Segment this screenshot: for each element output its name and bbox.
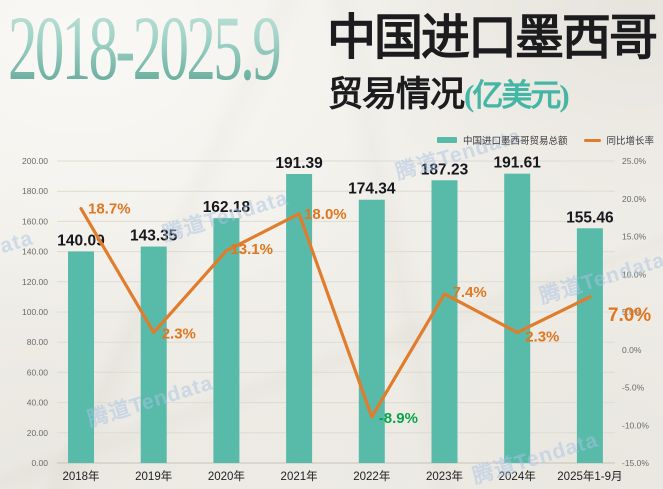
left-axis-tick-label: 80.00 — [27, 337, 49, 347]
bar-value-label: 162.18 — [203, 199, 251, 216]
right-axis-tick-label: 0.0% — [622, 345, 642, 355]
right-axis-tick-label: 10.0% — [622, 269, 647, 279]
bar — [140, 246, 167, 463]
x-axis-label: 2019年 — [135, 469, 172, 483]
bar — [286, 174, 313, 463]
legend-bar-label: 中国进口墨西哥贸易总额 — [463, 136, 568, 147]
x-axis-label: 2021年 — [281, 469, 318, 483]
x-axis-label: 2018年 — [62, 469, 99, 483]
bar-value-label: 143.35 — [130, 228, 178, 245]
right-axis-tick-label: 20.0% — [622, 194, 647, 204]
title-year-range: 2018-2025.9 — [8, 0, 282, 99]
legend-line-label: 同比增长率 — [606, 136, 655, 147]
growth-point-label: -8.9% — [379, 410, 418, 427]
bar-value-label: 187.23 — [421, 161, 469, 178]
growth-point-label: 18.7% — [88, 201, 131, 218]
growth-point-label: 2.3% — [525, 328, 559, 345]
right-axis-tick-label: 15.0% — [622, 232, 647, 242]
growth-point-label: 2.3% — [162, 325, 196, 342]
bar-value-label: 140.09 — [57, 232, 105, 249]
growth-point-label: 7.0% — [608, 305, 651, 326]
right-axis-tick-label: -10.0% — [622, 420, 649, 430]
bar — [68, 251, 94, 463]
left-axis-tick-label: 40.00 — [27, 398, 49, 408]
right-axis-tick-label: -15.0% — [622, 458, 649, 468]
bar — [358, 199, 385, 464]
growth-line — [79, 207, 592, 419]
x-axis-label: 2025年1-9月 — [557, 469, 622, 483]
bar — [504, 173, 531, 464]
bar-value-label: 155.46 — [566, 209, 614, 226]
x-axis-label: 2024年 — [499, 469, 536, 483]
title-sub-row: 贸易情况(亿美元) — [328, 75, 570, 121]
x-axis-label: 2020年 — [208, 469, 245, 483]
x-axis-label: 2023年 — [426, 469, 463, 483]
left-axis-tick-label: 0.00 — [31, 458, 48, 468]
left-axis-tick-label: 200.00 — [22, 156, 48, 166]
bar — [431, 180, 458, 463]
left-axis-tick-label: 60.00 — [27, 367, 49, 377]
growth-point-label: 18.0% — [304, 206, 347, 223]
title-main: 中国进口墨西哥 — [327, 10, 658, 65]
bar — [576, 228, 603, 463]
right-axis-tick-label: 25.0% — [622, 156, 647, 166]
left-axis-tick-label: 120.00 — [22, 277, 48, 287]
bar-value-label: 191.39 — [275, 155, 323, 172]
title-sub: 贸易情况 — [328, 75, 465, 114]
left-axis-tick-label: 20.00 — [27, 428, 49, 438]
x-axis-label: 2022年 — [353, 469, 390, 483]
title-unit: (亿美元) — [464, 78, 570, 113]
legend: 中国进口墨西哥贸易总额 同比增长率 — [437, 133, 654, 147]
left-axis-tick-label: 100.00 — [22, 307, 48, 317]
bar-value-label: 191.61 — [493, 155, 541, 172]
growth-point-label: 13.1% — [230, 241, 273, 258]
right-axis-tick-label: -5.0% — [622, 383, 645, 393]
legend-line-swatch — [583, 138, 601, 142]
growth-point-label: 7.4% — [453, 284, 487, 301]
left-axis-tick-label: 180.00 — [22, 186, 48, 196]
right-axis-tick-label: 5.0% — [622, 307, 642, 317]
left-axis-tick-label: 140.00 — [22, 247, 48, 257]
bar-value-label: 174.34 — [348, 181, 396, 198]
legend-bar-swatch — [437, 137, 457, 143]
left-axis-tick-label: 160.00 — [22, 216, 48, 226]
